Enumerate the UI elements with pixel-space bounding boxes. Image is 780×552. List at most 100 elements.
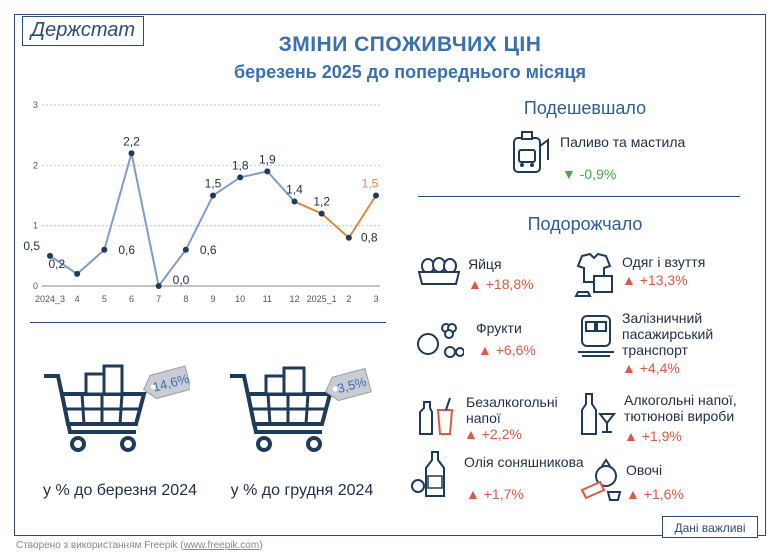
up-arrow-icon: ▲ — [624, 428, 638, 444]
train-icon — [578, 315, 614, 357]
oil-value: ▲ +1,7% — [466, 486, 524, 502]
up-arrow-icon: ▲ — [464, 426, 478, 442]
data-label: 1,5 — [362, 177, 379, 191]
up-arrow-icon: ▲ — [626, 486, 640, 502]
clothes-label: Одяг і взуття — [622, 254, 706, 270]
x-tick-label: 3 — [373, 294, 378, 304]
data-point — [237, 174, 244, 181]
vegetables-label: Овочі — [626, 462, 663, 478]
x-tick-label: 10 — [235, 294, 245, 304]
x-tick-label: 2025_1 — [307, 294, 337, 304]
data-label: 1,9 — [259, 152, 276, 166]
fruits-icon — [417, 323, 464, 358]
y-tick-label: 3 — [33, 100, 38, 110]
eggs-value: ▲ +18,8% — [468, 276, 534, 292]
y-tick-label: 1 — [33, 221, 38, 231]
item-eggs: Яйця ▲ +18,8% — [416, 252, 576, 300]
oil-icon — [411, 451, 445, 497]
down-arrow-icon: ▼ — [562, 166, 576, 182]
clothes-value: ▲ +13,3% — [622, 272, 688, 288]
item-oil: Олія соняшникова ▲ +1,7% — [410, 448, 584, 502]
x-tick-label: 7 — [156, 294, 161, 304]
data-label: 0,6 — [118, 243, 135, 257]
footer-credit: Створено з використанням Freepik (www.fr… — [16, 540, 263, 551]
x-tick-label: 11 — [263, 294, 272, 304]
x-tick-label: 4 — [75, 294, 80, 304]
series-line — [49, 152, 296, 289]
eggs-label: Яйця — [468, 256, 502, 272]
train-value: ▲ +4,4% — [622, 360, 680, 376]
y-tick-label: 0 — [33, 281, 38, 291]
train-label: Залізничний пасажирський транспорт — [622, 310, 714, 358]
soft-drinks-icon — [419, 397, 454, 435]
freepik-link[interactable]: www.freepik.com — [183, 540, 260, 551]
cart-caption-march: у % до березня 2024 — [43, 482, 197, 499]
data-label: 0,5 — [23, 239, 40, 253]
data-point — [291, 198, 298, 205]
logo: Держстат — [22, 16, 145, 46]
vegetables-value: ▲ +1,6% — [626, 486, 684, 502]
item-train: Залізничний пасажирський транспорт ▲ +4,… — [574, 310, 764, 380]
data-label: 0,2 — [48, 257, 65, 271]
cheaper-title: Подешевшало — [523, 98, 647, 118]
item-clothes: Одяг і взуття ▲ +13,3% — [574, 252, 754, 300]
data-point — [128, 150, 135, 157]
soft-drinks-value: ▲ +2,2% — [464, 426, 522, 442]
eggs-icon — [417, 257, 461, 285]
x-tick-label: 12 — [289, 294, 299, 304]
x-tick-label: 2024_3 — [35, 294, 65, 304]
x-tick-label: 9 — [210, 294, 215, 304]
data-point — [182, 246, 189, 253]
up-arrow-icon: ▲ — [466, 486, 480, 502]
soft-drinks-label: Безалкогольні напої — [466, 394, 558, 426]
item-vegetables: Овочі ▲ +1,6% — [578, 456, 758, 504]
data-point — [345, 234, 352, 241]
data-label: 0,6 — [200, 243, 217, 257]
fuel-change: -0,9% — [579, 166, 617, 182]
up-arrow-icon: ▲ — [478, 342, 492, 358]
note-badge: Дані важливі — [662, 516, 758, 538]
data-label: 1,2 — [313, 195, 330, 209]
divider-right — [418, 196, 740, 197]
page-subtitle: березень 2025 до попереднього місяця — [233, 62, 587, 82]
page-title: ЗМІНИ СПОЖИВЧИХ ЦІН — [278, 33, 542, 56]
data-label: 0,0 — [173, 273, 190, 287]
alcohol-label: Алкогольні напої, тютюнові вироби — [624, 392, 737, 424]
data-label: 0,8 — [361, 231, 378, 245]
data-point — [101, 246, 108, 253]
cart-caption-december: у % до грудня 2024 — [230, 482, 374, 499]
x-tick-label: 5 — [102, 294, 107, 304]
x-tick-label: 8 — [183, 294, 188, 304]
item-soft-drinks: Безалкогольні напої ▲ +2,2% — [416, 392, 576, 442]
data-label: 2,2 — [123, 134, 140, 148]
data-label: 1,5 — [205, 177, 222, 191]
data-point — [74, 270, 81, 277]
cart-icon: 3,5% — [230, 366, 372, 452]
data-label: 1,4 — [286, 183, 303, 197]
up-arrow-icon: ▲ — [622, 272, 636, 288]
data-point — [47, 252, 53, 259]
fuel-icon — [513, 131, 549, 173]
fruits-label: Фрукти — [476, 320, 522, 336]
page-frame — [14, 14, 766, 536]
data-point — [264, 168, 271, 175]
data-point — [373, 192, 379, 199]
item-fuel: Паливо та мастила ▼ -0,9% — [506, 128, 706, 184]
data-point — [318, 210, 325, 217]
alcohol-icon — [581, 393, 617, 435]
fuel-value: ▼ -0,9% — [562, 166, 616, 182]
oil-label: Олія соняшникова — [464, 454, 584, 470]
x-tick-label: 2 — [346, 294, 351, 304]
y-tick-label: 2 — [33, 160, 38, 170]
data-label: 1,8 — [232, 158, 249, 172]
alcohol-value: ▲ +1,9% — [624, 428, 682, 444]
fruits-value: ▲ +6,6% — [478, 342, 536, 358]
series-line-highlight — [294, 194, 377, 240]
item-fruits: Фрукти ▲ +6,6% — [416, 314, 576, 362]
divider-left — [30, 322, 386, 323]
item-alcohol: Алкогольні напої, тютюнові вироби ▲ +1,9… — [578, 390, 764, 446]
cart-icon: 14,6% — [44, 364, 190, 452]
x-tick-label: 6 — [129, 294, 134, 304]
up-arrow-icon: ▲ — [468, 276, 482, 292]
